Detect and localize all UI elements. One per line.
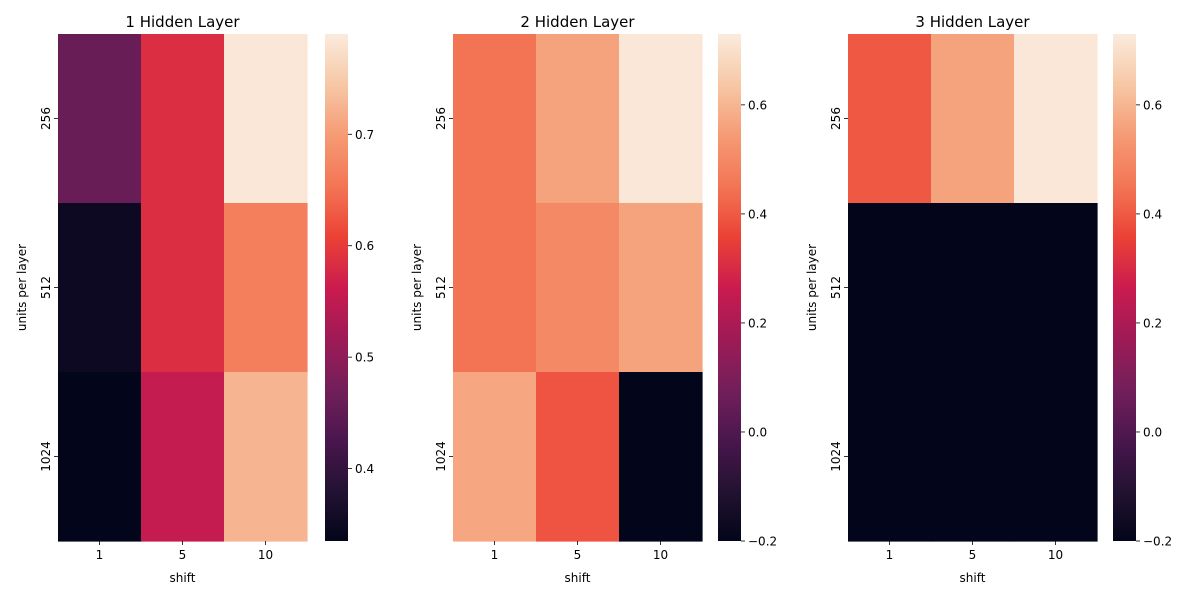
- x-tick-label: 5: [179, 548, 187, 562]
- heatmap-cell: [848, 372, 932, 542]
- colorbar: [325, 34, 348, 541]
- heatmap-cell: [58, 34, 142, 204]
- x-tick-label: 1: [491, 548, 499, 562]
- x-tick-label: 10: [1048, 548, 1063, 562]
- heatmap-cell: [848, 203, 932, 373]
- colorbar-tick-label: 0.7: [355, 128, 374, 142]
- heatmap-cell: [141, 34, 225, 204]
- heatmap-cell: [224, 372, 308, 542]
- y-tick-label: 512: [434, 276, 448, 299]
- colorbar-tick-label: 0.0: [1143, 425, 1162, 439]
- heatmap-cell: [224, 203, 308, 373]
- heatmap-cell: [1014, 203, 1098, 373]
- heatmap-cell: [141, 203, 225, 373]
- y-tick-label: 512: [39, 276, 53, 299]
- colorbar-tick-label: 0.0: [748, 425, 767, 439]
- heatmap-cell: [619, 203, 703, 373]
- colorbar-tick-label: 0.4: [1143, 207, 1162, 221]
- colorbar-tick-label: 0.6: [748, 98, 767, 112]
- y-tick-label: 1024: [434, 441, 448, 472]
- colorbar-tick-label: 0.4: [355, 462, 374, 476]
- chart-title: 2 Hidden Layer: [520, 13, 635, 31]
- x-axis-label: shift: [565, 571, 591, 585]
- y-tick-label: 256: [829, 107, 843, 130]
- colorbar-tick-label: 0.5: [355, 351, 374, 365]
- heatmap-cell: [931, 203, 1015, 373]
- colorbar-tick-label: −0.2: [748, 535, 777, 549]
- x-tick-label: 10: [258, 548, 273, 562]
- colorbar-tick-label: 0.6: [355, 239, 374, 253]
- colorbar-tick-label: 0.2: [748, 316, 767, 330]
- heatmap-cell: [1014, 372, 1098, 542]
- x-tick-label: 10: [653, 548, 668, 562]
- y-tick-label: 512: [829, 276, 843, 299]
- heatmap-cell: [58, 372, 142, 542]
- heatmap-cell: [453, 372, 537, 542]
- x-tick-label: 1: [886, 548, 894, 562]
- heatmap-panel-1: 1 Hidden Layer 1 5 10 shift 256 512 1024 units p…: [15, 13, 374, 585]
- heatmap-panel-2: 2 Hidden Layer 1 5 10 shift 256 512 1024 units p…: [410, 13, 777, 585]
- y-tick-label: 1024: [829, 441, 843, 472]
- x-axis-label: shift: [960, 571, 986, 585]
- x-tick-label: 5: [969, 548, 977, 562]
- chart-title: 3 Hidden Layer: [915, 13, 1030, 31]
- heatmap-cell: [224, 34, 308, 204]
- heatmap-cell: [931, 372, 1015, 542]
- colorbar: [718, 34, 741, 541]
- heatmap-cell: [619, 372, 703, 542]
- y-tick-label: 1024: [39, 441, 53, 472]
- y-tick-label: 256: [434, 107, 448, 130]
- heatmap-cell: [848, 34, 932, 204]
- x-tick-label: 5: [574, 548, 582, 562]
- chart-title: 1 Hidden Layer: [125, 13, 240, 31]
- colorbar-tick-label: 0.6: [1143, 98, 1162, 112]
- heatmap-cell: [141, 372, 225, 542]
- heatmap-panel-3: 3 Hidden Layer 1 5 10 shift 256 512 1024 units p…: [805, 13, 1172, 585]
- y-axis-label: units per layer: [15, 244, 29, 331]
- heatmap-cell: [58, 203, 142, 373]
- colorbar-tick-label: −0.2: [1143, 535, 1172, 549]
- x-tick-label: 1: [96, 548, 104, 562]
- y-tick-label: 256: [39, 107, 53, 130]
- colorbar: [1113, 34, 1136, 541]
- heatmap-cell: [931, 34, 1015, 204]
- colorbar-tick-label: 0.2: [1143, 316, 1162, 330]
- heatmap-cell: [536, 372, 620, 542]
- x-axis-label: shift: [170, 571, 196, 585]
- heatmap-cell: [1014, 34, 1098, 204]
- heatmap-cell: [453, 203, 537, 373]
- heatmap-cell: [536, 34, 620, 204]
- heatmap-cell: [453, 34, 537, 204]
- colorbar-tick-label: 0.4: [748, 207, 767, 221]
- heatmap-cell: [619, 34, 703, 204]
- y-axis-label: units per layer: [805, 244, 819, 331]
- y-axis-label: units per layer: [410, 244, 424, 331]
- heatmap-cell: [536, 203, 620, 373]
